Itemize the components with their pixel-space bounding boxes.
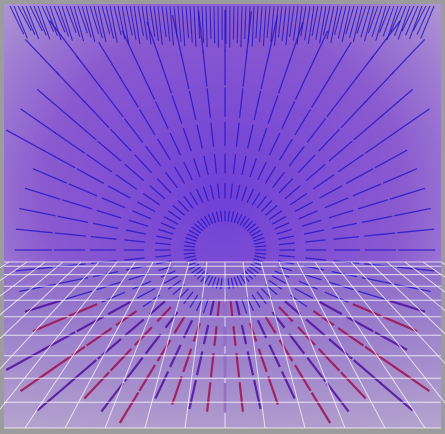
render-view <box>0 0 445 434</box>
floor <box>4 262 441 428</box>
page: (() => { const svg = document.getElement… <box>0 0 445 434</box>
field-line <box>214 6 215 44</box>
field-line <box>233 6 234 40</box>
